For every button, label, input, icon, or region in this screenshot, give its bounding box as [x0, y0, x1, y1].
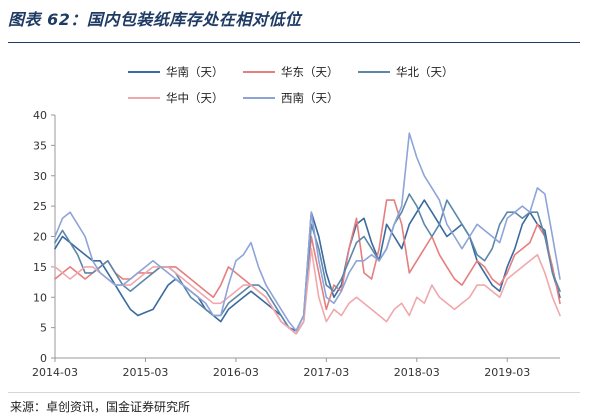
series-line-4	[54, 247, 561, 335]
y-tick-label: 35	[33, 139, 47, 152]
figure-title: 图表 62：国内包装纸库存处在相对低位	[8, 10, 302, 29]
x-tick-label: 2019-03	[484, 366, 530, 379]
series-line-5	[54, 132, 561, 332]
footer-divider	[8, 392, 580, 393]
y-tick-label: 5	[40, 322, 47, 335]
x-tick-label: 2016-03	[213, 366, 259, 379]
line-chart: 华南（天） 华东（天） 华北（天） 华中（天） 西南（天） 0 5 10 15 20 25 30 35…	[32, 65, 561, 379]
y-tick-label: 0	[40, 352, 47, 365]
x-tick-label: 2014-03	[32, 366, 78, 379]
x-tick-label: 2018-03	[394, 366, 440, 379]
x-tick-label: 2017-03	[303, 366, 349, 379]
legend-label: 华北（天）	[396, 65, 454, 79]
y-tick-label: 25	[33, 200, 47, 213]
y-tick-label: 40	[33, 109, 47, 122]
y-tick-label: 30	[33, 170, 47, 183]
y-tick-label: 20	[33, 231, 47, 244]
x-tick-label: 2015-03	[122, 366, 168, 379]
y-tick-label: 10	[33, 291, 47, 304]
chart-axes: 0 5 10 15 20 25 30 35 40 2014-03 2015-03 2016-03 201…	[32, 109, 560, 379]
title-divider	[8, 42, 580, 43]
legend-label: 华南（天）	[166, 65, 224, 79]
y-tick-label: 15	[33, 261, 47, 274]
figure-source: 来源：卓创资讯，国金证券研究所	[10, 400, 191, 414]
legend-label: 华中（天）	[166, 91, 224, 105]
legend-label: 华东（天）	[281, 65, 339, 79]
legend-label: 西南（天）	[281, 91, 339, 105]
chart-legend: 华南（天） 华东（天） 华北（天） 华中（天） 西南（天）	[128, 65, 454, 105]
chart-series	[54, 132, 561, 335]
